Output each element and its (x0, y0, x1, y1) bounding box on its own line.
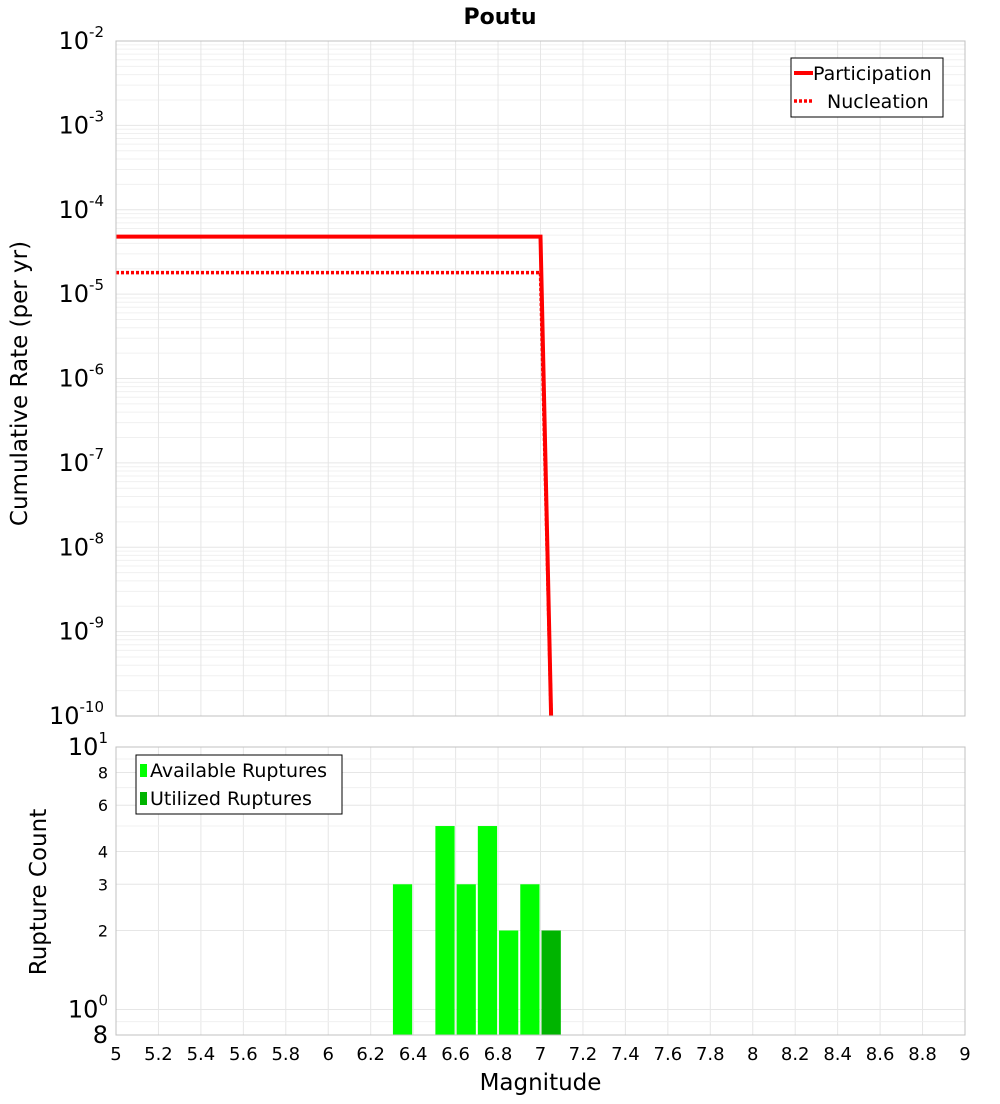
rate-y-tick-base: 10 (58, 365, 89, 393)
rate-plot-border (115, 40, 966, 717)
rate-y-tick-label: 10-4 (58, 192, 104, 224)
bar-available-ruptures (435, 826, 455, 1035)
series-line-nucleation (116, 270, 553, 717)
rate-y-tick-base: 10 (58, 449, 89, 477)
rupture-y-tick-base: 4 (98, 842, 108, 861)
rupture-y-tick-label: 100 (68, 992, 108, 1024)
rupture-y-tick-label: 6 (98, 796, 108, 815)
bar-available-ruptures (499, 930, 519, 1035)
chart-title: Poutu (463, 5, 536, 30)
rate-y-tick-base: 10 (58, 618, 89, 646)
legend-label-utilized-ruptures: Utilized Ruptures (150, 788, 312, 810)
rupture-legend-box (135, 754, 343, 815)
rate-y-tick-base: 10 (58, 111, 89, 139)
x-tick-label: 6.8 (484, 1044, 513, 1065)
rate-y-axis-label: Cumulative Rate (per yr) (7, 241, 33, 526)
x-tick-label: 7.8 (696, 1044, 725, 1065)
x-tick-label: 6 (323, 1044, 334, 1065)
legend-swatch-utilized-ruptures (140, 792, 147, 805)
rupture-legend: Available Ruptures Utilized Ruptures (135, 754, 343, 815)
rate-y-tick-exponent: -2 (89, 23, 104, 41)
rate-y-tick-exponent: -8 (89, 529, 104, 547)
rate-y-tick-base: 10 (58, 280, 89, 308)
rupture-y-tick-base: 3 (98, 875, 108, 894)
x-tick-label: 9 (959, 1044, 970, 1065)
x-tick-label: 6.4 (399, 1044, 428, 1065)
x-tick-label: 6.6 (441, 1044, 470, 1065)
rate-y-tick-base: 10 (58, 196, 89, 224)
rupture-y-tick-base: 6 (98, 796, 108, 815)
rate-y-tick-label: 10-3 (58, 107, 104, 139)
rate-y-tick-base: 10 (58, 533, 89, 561)
bar-available-ruptures (456, 884, 476, 1035)
x-tick-label: 8.6 (866, 1044, 895, 1065)
rupture-y-tick-label: 8 (93, 1021, 108, 1049)
rupture-plot-border (115, 746, 966, 1036)
rate-y-tick-label: 10-9 (58, 614, 104, 646)
rate-y-tick-label: 10-5 (58, 276, 104, 308)
rupture-y-tick-base: 2 (98, 922, 108, 941)
x-tick-label: 8.2 (781, 1044, 810, 1065)
x-tick-label: 8.8 (908, 1044, 937, 1065)
rate-legend: Participation Nucleation (790, 57, 944, 118)
bar-available-ruptures (392, 884, 413, 1035)
rate-y-tick-exponent: -9 (89, 614, 104, 632)
rupture-y-tick-base: 8 (98, 763, 108, 782)
x-tick-label: 8 (747, 1044, 758, 1065)
x-tick-label: 6.2 (356, 1044, 385, 1065)
rate-legend-box (790, 57, 944, 118)
rate-y-tick-exponent: -6 (89, 361, 104, 379)
x-tick-label: 7.2 (569, 1044, 598, 1065)
rate-y-tick-exponent: -4 (89, 192, 104, 210)
bar-available-ruptures (477, 826, 498, 1035)
rupture-y-tick-base: 10 (68, 733, 99, 761)
rate-y-tick-exponent: -5 (89, 276, 104, 294)
rate-plot: 10-210-310-410-510-610-710-810-910-10Cum… (7, 23, 966, 730)
rupture-y-axis-label: Rupture Count (26, 809, 52, 975)
rupture-y-tick-label: 2 (98, 922, 108, 941)
x-tick-label: 7.6 (654, 1044, 683, 1065)
rate-y-tick-exponent: -10 (80, 698, 105, 716)
bar-available-ruptures (520, 884, 540, 1035)
legend-swatch-available-ruptures (140, 764, 147, 777)
legend-label-available-ruptures: Available Ruptures (150, 760, 327, 782)
x-tick-label: 5.8 (271, 1044, 300, 1065)
bar-utilized-ruptures (541, 930, 561, 1035)
rate-y-tick-label: 10-6 (58, 361, 104, 393)
legend-label-nucleation: Nucleation (827, 91, 929, 113)
rate-y-tick-label: 10-10 (49, 698, 104, 730)
rupture-y-tick-label: 8 (98, 763, 108, 782)
rate-y-tick-label: 10-8 (58, 529, 104, 561)
rate-y-tick-exponent: -7 (89, 445, 104, 463)
rupture-y-tick-label: 101 (68, 729, 108, 761)
rate-y-tick-exponent: -3 (89, 107, 104, 125)
rate-y-tick-label: 10-2 (58, 23, 104, 55)
series-line-participation (116, 234, 554, 717)
rupture-y-tick-label: 4 (98, 842, 108, 861)
legend-label-participation: Participation (813, 63, 932, 85)
x-axis-label: Magnitude (480, 1070, 602, 1096)
rupture-y-tick-exponent: 1 (98, 729, 108, 747)
rupture-y-tick-base: 8 (93, 1021, 108, 1049)
x-tick-label: 7 (535, 1044, 546, 1065)
x-tick-label: 8.4 (823, 1044, 852, 1065)
rupture-y-tick-exponent: 0 (98, 992, 108, 1010)
x-tick-label: 7.4 (611, 1044, 640, 1065)
rate-y-tick-base: 10 (49, 702, 80, 730)
rate-y-tick-base: 10 (58, 27, 89, 55)
x-tick-label: 5 (110, 1044, 121, 1065)
x-tick-label: 5.2 (144, 1044, 173, 1065)
x-tick-label: 5.6 (229, 1044, 258, 1065)
rupture-y-tick-label: 3 (98, 875, 108, 894)
x-tick-label: 5.4 (187, 1044, 216, 1065)
rate-y-tick-label: 10-7 (58, 445, 104, 477)
rupture-y-tick-base: 10 (68, 996, 99, 1024)
